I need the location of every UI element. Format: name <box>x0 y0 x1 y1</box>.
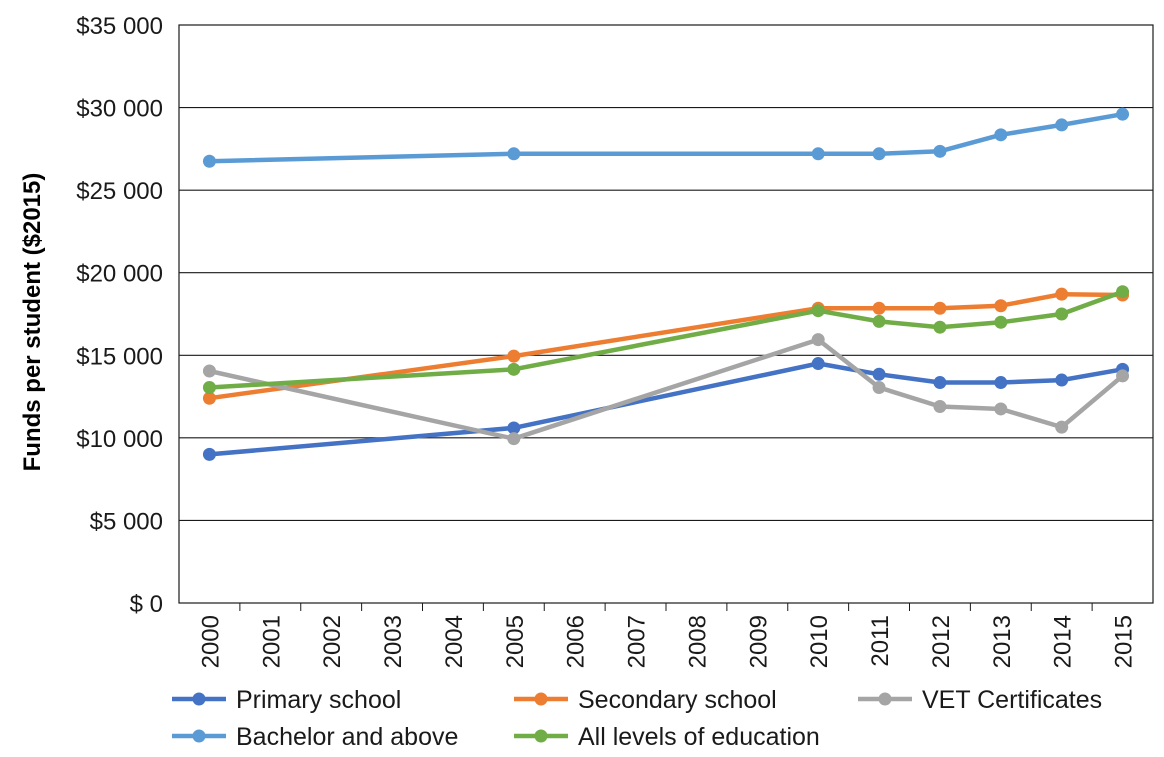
data-point <box>202 380 216 394</box>
y-axis-label: Funds per student ($2015) <box>19 173 46 472</box>
x-axis-ticks: 2000 2001 2002 2003 2004 2005 2006 2007 2008 2009… <box>197 603 1138 668</box>
data-point <box>994 299 1008 313</box>
series-line-all-levels-of-education <box>207 289 1125 390</box>
data-point <box>872 380 886 394</box>
legend-label: Bachelor and above <box>236 723 458 751</box>
x-tick-label: 2015 <box>1111 615 1138 668</box>
legend-label: All levels of education <box>578 723 820 751</box>
data-point <box>933 376 947 390</box>
series-line-vet-certificates <box>207 337 1125 441</box>
x-tick-label: 2008 <box>684 615 711 668</box>
legend-label: VET Certificates <box>922 686 1102 714</box>
data-point <box>811 147 825 161</box>
data-point <box>1055 373 1069 387</box>
legend-marker <box>192 692 206 706</box>
x-tick-label: 2012 <box>928 615 955 668</box>
data-point <box>872 147 886 161</box>
legend-item: Secondary school <box>514 686 777 714</box>
y-tick-label: $10 000 <box>76 426 163 453</box>
data-point <box>202 154 216 168</box>
legend-marker <box>534 692 548 706</box>
data-point <box>507 147 521 161</box>
y-tick-label: $5 000 <box>90 508 163 535</box>
y-tick-label: $30 000 <box>76 96 163 123</box>
legend-marker <box>192 729 206 743</box>
data-point <box>507 362 521 376</box>
data-point <box>994 315 1008 329</box>
x-tick-label: 2013 <box>989 615 1016 668</box>
x-tick-label: 2004 <box>441 615 468 668</box>
legend-item: VET Certificates <box>858 686 1102 714</box>
data-point <box>994 376 1008 390</box>
data-point <box>811 333 825 347</box>
series-all-levels-of-education <box>202 285 1130 394</box>
y-tick-label: $25 000 <box>76 178 163 205</box>
data-point <box>872 314 886 328</box>
y-tick-label: $15 000 <box>76 343 163 370</box>
y-tick-label: $35 000 <box>76 13 163 40</box>
series-vet-certificates <box>202 333 1130 446</box>
x-tick-label: 2009 <box>745 615 772 668</box>
data-point <box>1116 285 1130 299</box>
x-tick-label: 2003 <box>380 615 407 668</box>
data-point <box>1055 420 1069 434</box>
x-tick-label: 2002 <box>319 615 346 668</box>
legend-label: Primary school <box>236 686 401 714</box>
legend: Primary school Secondary school VET Certif… <box>172 686 1102 751</box>
data-point <box>933 320 947 334</box>
legend-marker <box>878 692 892 706</box>
series-bachelor-and-above <box>202 107 1130 168</box>
data-point <box>811 304 825 318</box>
x-tick-label: 2005 <box>502 615 529 668</box>
data-point <box>933 144 947 158</box>
plot-area-border <box>178 24 1154 604</box>
x-tick-label: 2011 <box>867 615 894 667</box>
y-tick-label: $20 000 <box>76 261 163 288</box>
series-line-secondary-school <box>207 291 1125 401</box>
data-point <box>872 367 886 381</box>
legend-label: Secondary school <box>578 686 777 714</box>
data-point <box>1116 369 1130 383</box>
legend-item: All levels of education <box>514 723 820 751</box>
data-point <box>994 128 1008 142</box>
data-point <box>933 399 947 413</box>
x-tick-label: 2000 <box>197 615 224 668</box>
x-tick-label: 2014 <box>1050 615 1077 668</box>
data-point <box>994 402 1008 416</box>
data-point <box>933 301 947 315</box>
data-point <box>507 349 521 363</box>
gridlines <box>179 24 1153 604</box>
data-point <box>507 421 521 435</box>
x-tick-label: 2007 <box>624 615 651 668</box>
series-layer <box>202 107 1130 461</box>
x-tick-label: 2006 <box>563 615 590 668</box>
series-line-bachelor-and-above <box>207 111 1125 164</box>
data-point <box>1055 287 1069 301</box>
data-point <box>872 301 886 315</box>
data-point <box>1055 307 1069 321</box>
data-point <box>202 391 216 405</box>
data-point <box>202 364 216 378</box>
y-axis-ticks: $ 0 $5 000 $10 000 $15 000 $20 000 $25 000 $30… <box>76 13 163 618</box>
x-tick-label: 2010 <box>806 615 833 668</box>
series-primary-school <box>202 357 1130 461</box>
series-line-primary-school <box>207 361 1125 457</box>
data-point <box>1055 118 1069 132</box>
x-tick-label: 2001 <box>258 615 285 668</box>
legend-marker <box>534 729 548 743</box>
legend-item: Primary school <box>172 686 401 714</box>
data-point <box>1116 107 1130 121</box>
data-point <box>507 432 521 446</box>
y-tick-label: $ 0 <box>130 591 163 618</box>
data-point <box>202 447 216 461</box>
legend-item: Bachelor and above <box>172 723 458 751</box>
data-point <box>811 357 825 371</box>
